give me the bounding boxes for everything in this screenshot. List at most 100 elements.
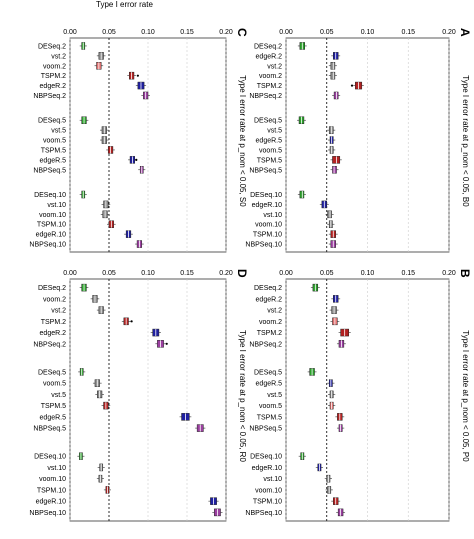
category-label: vst.5 (267, 128, 282, 135)
tick-label-C-2: 0.10 (141, 29, 155, 36)
tick-label-C-4: 0.20 (219, 29, 233, 36)
tick-label-D-0: 0.00 (63, 270, 77, 277)
outlier-point (135, 158, 138, 161)
category-label: DESeq.10 (34, 192, 66, 199)
tick-label-A-2: 0.10 (361, 29, 375, 36)
category-label: edgeR.10 (36, 232, 66, 239)
category-label: NBPSeq.10 (245, 242, 282, 249)
category-label: NBPSeq.5 (33, 167, 66, 174)
category-label: edgeR.2 (256, 53, 283, 60)
tick-label-B-2: 0.10 (361, 270, 375, 277)
category-label: NBPSeq.10 (245, 510, 282, 517)
panel-letter-C: C (235, 28, 249, 37)
category-label: DESeq.2 (254, 285, 282, 292)
category-label: vst.2 (267, 308, 282, 315)
category-label: vst.5 (267, 392, 282, 399)
category-label: vst.2 (51, 308, 66, 315)
category-label: TSPM.10 (253, 499, 282, 506)
category-label: NBPSeq.5 (33, 426, 66, 433)
category-label: voom.2 (43, 63, 66, 70)
category-label: DESeq.10 (250, 192, 282, 199)
category-label: voom.10 (255, 222, 282, 229)
category-label: NBPSeq.10 (29, 242, 66, 249)
tick-label-B-1: 0.05 (320, 270, 334, 277)
category-label: vst.2 (51, 53, 66, 60)
category-label: voom.5 (43, 381, 66, 388)
tick-label-B-0: 0.00 (279, 270, 293, 277)
category-label: vst.10 (263, 476, 282, 483)
outlier-point (130, 320, 133, 323)
category-label: TSPM.5 (41, 403, 66, 410)
panel-letter-B: B (458, 269, 472, 278)
category-label: edgeR.5 (256, 381, 283, 388)
category-label: voom.2 (259, 319, 282, 326)
category-label: edgeR.2 (256, 296, 283, 303)
tick-label-D-4: 0.20 (219, 270, 233, 277)
panel-title-A: Type I error rate at p_nom < 0.05, B0 (461, 75, 470, 207)
category-label: edgeR.2 (40, 83, 67, 90)
category-label: voom.10 (39, 476, 66, 483)
category-label: NBPSeq.2 (33, 341, 66, 348)
category-label: DESeq.5 (254, 118, 282, 125)
tick-label-D-2: 0.10 (141, 270, 155, 277)
outlier-point (350, 84, 354, 87)
panel-letter-A: A (458, 28, 472, 37)
top-axis-label: Type I error rate (96, 0, 153, 9)
category-label: edgeR.10 (36, 499, 66, 506)
category-label: NBPSeq.5 (249, 426, 282, 433)
category-label: vst.5 (51, 128, 66, 135)
panel-letter-D: D (235, 269, 249, 278)
outlier-point (165, 342, 168, 345)
tick-label-A-3: 0.15 (401, 29, 415, 36)
category-label: voom.2 (259, 73, 282, 80)
category-label: DESeq.5 (38, 118, 66, 125)
category-label: TSPM.5 (257, 157, 282, 164)
category-label: NBPSeq.2 (249, 341, 282, 348)
category-label: TSPM.10 (37, 222, 66, 229)
tick-label-C-1: 0.05 (102, 29, 116, 36)
tick-label-B-4: 0.20 (442, 270, 456, 277)
category-label: TSPM.10 (253, 232, 282, 239)
category-label: vst.5 (51, 392, 66, 399)
box-mark (327, 210, 332, 219)
outlier-point (136, 74, 139, 77)
category-label: edgeR.2 (40, 330, 67, 337)
category-label: voom.5 (259, 403, 282, 410)
category-label: vst.10 (263, 212, 282, 219)
category-label: TSPM.2 (257, 330, 282, 337)
category-label: voom.5 (43, 138, 66, 145)
category-label: DESeq.10 (34, 454, 66, 461)
category-label: vst.10 (47, 465, 66, 472)
tick-label-C-0: 0.00 (63, 29, 77, 36)
category-label: NBPSeq.5 (249, 167, 282, 174)
category-label: DESeq.2 (38, 285, 66, 292)
category-label: TSPM.2 (41, 319, 66, 326)
category-label: voom.10 (255, 487, 282, 494)
category-label: TSPM.2 (41, 73, 66, 80)
tick-label-D-1: 0.05 (102, 270, 116, 277)
category-label: DESeq.10 (250, 454, 282, 461)
category-label: TSPM.2 (257, 83, 282, 90)
category-label: DESeq.2 (38, 43, 66, 50)
tick-label-A-1: 0.05 (320, 29, 334, 36)
category-label: TSPM.10 (37, 487, 66, 494)
tick-label-A-4: 0.20 (442, 29, 456, 36)
box-mark (330, 71, 336, 80)
category-label: edgeR.5 (256, 138, 283, 145)
category-label: voom.2 (43, 296, 66, 303)
box-mark (332, 156, 341, 164)
category-label: NBPSeq.2 (249, 93, 282, 100)
category-label: edgeR.5 (40, 157, 67, 164)
category-label: NBPSeq.10 (29, 510, 66, 517)
panel-title-C: Type I error rate at p_nom < 0.05, S0 (238, 75, 247, 207)
tick-label-D-3: 0.15 (180, 270, 194, 277)
category-label: vst.10 (47, 202, 66, 209)
category-label: NBPSeq.2 (33, 93, 66, 100)
box-mark (333, 91, 339, 100)
box-mark (299, 190, 305, 199)
panel-title-D: Type I error rate at p_nom < 0.05, R0 (238, 330, 247, 462)
tick-label-C-3: 0.15 (180, 29, 194, 36)
tick-label-A-0: 0.00 (279, 29, 293, 36)
box-mark (330, 62, 336, 70)
